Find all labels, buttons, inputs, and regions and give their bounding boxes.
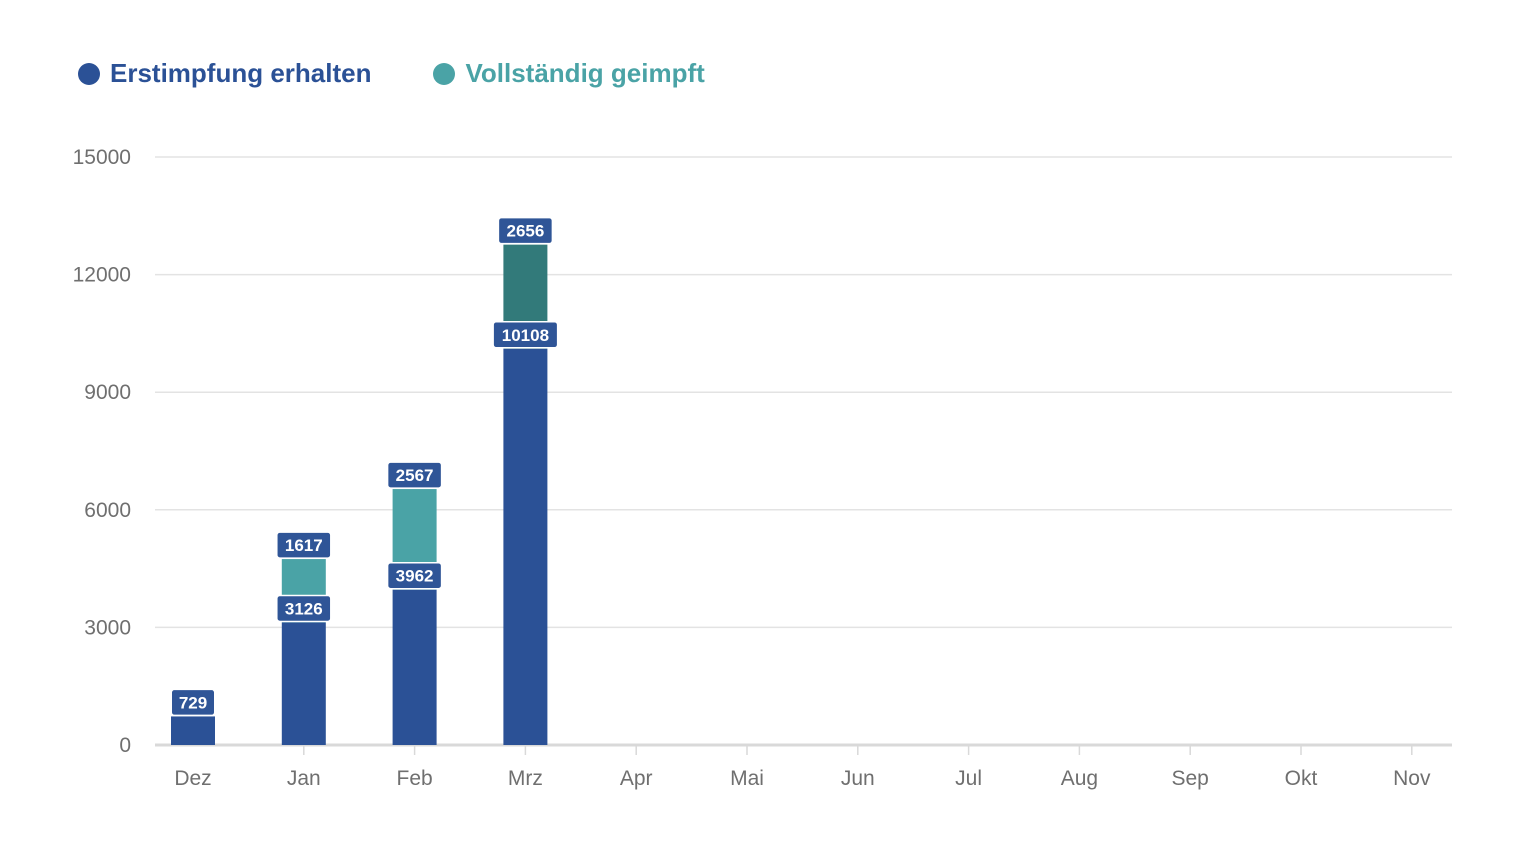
data-label-bg (386, 461, 443, 489)
label-layer: 729 3126 1617 3962 2567 10108 2656 (170, 216, 559, 717)
x-tick-label: Apr (620, 767, 653, 790)
y-tick-label: 6000 (84, 499, 131, 522)
data-label-bg (497, 216, 554, 245)
data-label: 2656 (497, 216, 554, 245)
x-tick-label: Okt (1285, 767, 1318, 790)
x-tick-label: Jan (287, 767, 321, 790)
legend-dot-icon (78, 62, 100, 85)
data-label-text: 3126 (285, 599, 323, 618)
bar-segment-erstimpfung[interactable] (281, 622, 326, 745)
bar-segment-erstimpfung[interactable] (503, 348, 548, 745)
legend-dot-icon (433, 62, 456, 85)
x-tick-label: Mrz (508, 767, 543, 790)
legend-item-vollstaendig[interactable]: Vollständig geimpft (433, 58, 705, 89)
legend-item-erstimpfung[interactable]: Erstimpfung erhalten (78, 58, 371, 89)
data-label-text: 3962 (396, 567, 434, 586)
y-tick-label: 3000 (84, 616, 131, 639)
y-tick-label: 0 (119, 734, 131, 757)
grid-layer (155, 156, 1452, 629)
data-label-bg (492, 321, 559, 349)
data-label: 729 (170, 688, 216, 717)
data-label: 3126 (276, 594, 332, 623)
y-tick-label: 9000 (84, 381, 131, 404)
x-tick-label: Feb (397, 767, 433, 790)
x-tick-label: Jun (841, 767, 875, 790)
bar-layer (171, 244, 548, 745)
x-tick-label: Aug (1061, 767, 1098, 790)
bar-segment-erstimpfung[interactable] (171, 716, 215, 745)
data-label-text: 1617 (285, 536, 323, 555)
data-label-text: 2656 (506, 222, 544, 241)
data-label-text: 10108 (502, 326, 549, 345)
x-tick-label: Nov (1393, 767, 1431, 790)
x-tick-label: Sep (1172, 767, 1209, 790)
legend-label: Erstimpfung erhalten (110, 58, 372, 88)
data-label: 2567 (386, 461, 443, 489)
data-label: 10108 (492, 321, 559, 349)
data-label-text: 2567 (396, 466, 434, 485)
data-label-bg (170, 688, 216, 717)
data-label: 3962 (386, 561, 443, 590)
chart-legend: Erstimpfung erhalten Vollständig geimpft (78, 58, 705, 89)
y-tick-label: 15000 (73, 146, 131, 169)
data-label-bg (276, 594, 332, 623)
data-label-bg (276, 531, 332, 559)
data-label: 1617 (276, 531, 332, 559)
axis-layer: 0 3000 6000 9000 12000 15000 Dez Jan Feb Mrz Apr Ma… (73, 146, 1452, 790)
data-label-text: 729 (179, 693, 207, 712)
y-tick-label: 12000 (73, 264, 131, 287)
bar-segment-erstimpfung[interactable] (392, 589, 437, 745)
x-tick-label: Dez (174, 767, 211, 790)
legend-label: Vollständig geimpft (465, 58, 705, 88)
data-label-bg (386, 561, 443, 590)
x-tick-label: Jul (955, 767, 982, 790)
x-tick-label: Mai (730, 767, 764, 790)
